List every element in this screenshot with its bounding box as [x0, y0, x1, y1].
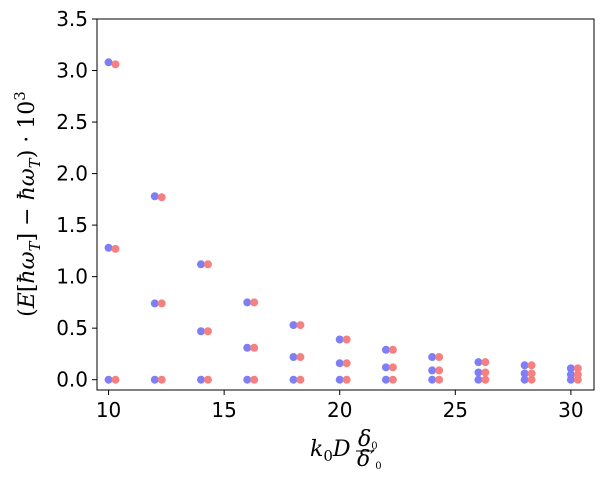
x-tick-label: 15	[211, 398, 236, 422]
series-2-point	[203, 260, 212, 269]
series-1-point	[428, 366, 437, 375]
series-1-point	[566, 364, 575, 373]
series-1-point	[474, 368, 483, 377]
series-1-point	[335, 375, 344, 384]
series-1-point	[150, 299, 159, 308]
y-tick-label: 2.5	[56, 110, 88, 134]
series-2-point	[527, 361, 536, 370]
series-2-point	[250, 298, 259, 307]
series-2-point	[342, 375, 351, 384]
series-1-point	[197, 375, 206, 384]
series-1-point	[428, 375, 437, 384]
series-2-point	[342, 359, 351, 368]
svg-text:δ0: δ0	[358, 427, 378, 452]
series-1-point	[104, 243, 113, 252]
series-1-point	[335, 335, 344, 344]
x-tick-label: 20	[327, 398, 352, 422]
x-axis-label: k0D δ0 δ′0	[310, 427, 382, 472]
x-axis: 10 15 20 25 30	[96, 390, 584, 422]
series-1-point	[381, 345, 390, 354]
y-tick-label: 1.5	[56, 213, 88, 237]
series-1-point	[104, 375, 113, 384]
series-2-point	[203, 327, 212, 336]
series-2-point	[527, 369, 536, 378]
y-tick-label: 1.0	[56, 265, 88, 289]
series-2-point	[250, 375, 259, 384]
series-2-point	[481, 368, 490, 377]
series-1-point	[150, 375, 159, 384]
series-2-point	[157, 375, 166, 384]
series-1-point	[289, 375, 298, 384]
data-points	[104, 58, 582, 384]
series-1-point	[150, 192, 159, 201]
series-2-point	[481, 375, 490, 384]
y-tick-label: 0.5	[56, 316, 88, 340]
series-2-point	[388, 375, 397, 384]
y-tick-label: 2.0	[56, 162, 88, 186]
svg-text:δ′0: δ′0	[357, 447, 382, 472]
x-tick-label: 25	[443, 398, 468, 422]
series-2-point	[296, 353, 305, 362]
series-2-point	[573, 364, 582, 373]
series-1-point	[197, 260, 206, 269]
series-2-point	[296, 321, 305, 330]
series-1-point	[289, 353, 298, 362]
series-1-point	[381, 375, 390, 384]
series-2-point	[481, 358, 490, 367]
series-1-point	[428, 353, 437, 362]
series-1-point	[197, 327, 206, 336]
series-1-point	[243, 298, 252, 307]
series-1-point	[474, 375, 483, 384]
series-2-point	[573, 375, 582, 384]
y-axis: 0.0 0.5 1.0 1.5 2.0 2.5 3.0 3.5	[56, 7, 97, 392]
series-2-point	[111, 60, 120, 69]
series-2-point	[111, 244, 120, 253]
series-1-point	[243, 375, 252, 384]
series-1-point	[520, 361, 529, 370]
svg-text:k0D: k0D	[310, 437, 351, 465]
series-2-point	[435, 353, 444, 362]
series-2-point	[296, 375, 305, 384]
y-tick-label: 3.0	[56, 59, 88, 83]
series-2-point	[342, 335, 351, 344]
series-1-point	[520, 375, 529, 384]
series-2-point	[250, 343, 259, 352]
series-1-point	[289, 321, 298, 330]
series-1-point	[474, 358, 483, 367]
series-2-point	[435, 366, 444, 375]
series-2-point	[157, 299, 166, 308]
series-2-point	[435, 375, 444, 384]
x-tick-label: 30	[558, 398, 583, 422]
series-1-point	[566, 375, 575, 384]
y-axis-label: (E[ħωT] − ħωT) · 103	[11, 91, 44, 317]
series-2-point	[157, 193, 166, 202]
y-tick-label: 3.5	[56, 7, 88, 31]
series-2-point	[527, 375, 536, 384]
series-1-point	[243, 343, 252, 352]
plot-frame	[96, 18, 595, 391]
series-1-point	[381, 363, 390, 372]
series-1-point	[520, 369, 529, 378]
series-1-point	[104, 58, 113, 67]
series-2-point	[111, 375, 120, 384]
x-tick-label: 10	[96, 398, 121, 422]
series-2-point	[388, 363, 397, 372]
series-2-point	[203, 375, 212, 384]
series-1-point	[335, 359, 344, 368]
series-2-point	[388, 345, 397, 354]
y-tick-label: 0.0	[56, 368, 88, 392]
